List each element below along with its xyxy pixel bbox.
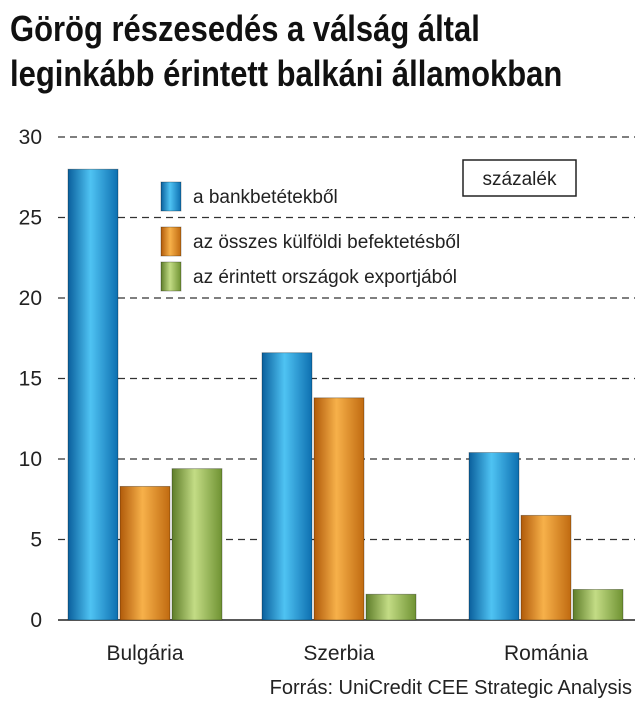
chart-title: Görög részesedés a válság által leginkáb…: [10, 6, 563, 96]
bars: [67, 168, 624, 621]
bar-orange: [119, 485, 171, 621]
legend-label: a bankbetétekből: [193, 187, 338, 208]
chart-title-line-2: leginkább érintett balkáni államokban: [10, 53, 563, 94]
y-tick-label: 30: [19, 126, 42, 149]
category-label: Szerbia: [303, 642, 375, 665]
bar-orange: [520, 514, 572, 621]
y-tick-label: 20: [19, 287, 42, 310]
unit-box: százalék: [462, 159, 577, 197]
legend-swatch-orange: [160, 226, 182, 257]
bar-blue: [261, 352, 313, 621]
y-tick-label: 15: [19, 368, 42, 391]
bar-blue: [67, 168, 119, 621]
legend-label: az érintett országok exportjából: [193, 267, 457, 288]
legend-label: az összes külföldi befektetésből: [193, 232, 460, 253]
y-tick-label: 5: [30, 529, 42, 552]
legend-swatch-blue: [160, 181, 182, 212]
y-tick-label: 10: [19, 448, 42, 471]
x-axis-categories: Bulgária Szerbia Románia: [106, 642, 588, 665]
legend: a bankbetétekből az összes külföldi befek…: [160, 181, 460, 292]
category-label: Bulgária: [106, 642, 183, 665]
unit-label: százalék: [483, 169, 557, 190]
y-axis-ticks: 0 5 10 15 20 25 30: [19, 126, 42, 632]
source-note: Forrás: UniCredit CEE Strategic Analysis: [269, 677, 632, 699]
bar-green: [572, 589, 624, 621]
bar-green: [365, 593, 417, 621]
chart-title-line-1: Görög részesedés a válság által: [10, 8, 480, 49]
bar-green: [171, 468, 223, 621]
y-tick-label: 25: [19, 207, 42, 230]
y-tick-label: 0: [30, 609, 42, 632]
bar-orange: [313, 397, 365, 621]
legend-swatch-green: [160, 261, 182, 292]
category-label: Románia: [504, 642, 588, 665]
bar-blue: [468, 452, 520, 621]
